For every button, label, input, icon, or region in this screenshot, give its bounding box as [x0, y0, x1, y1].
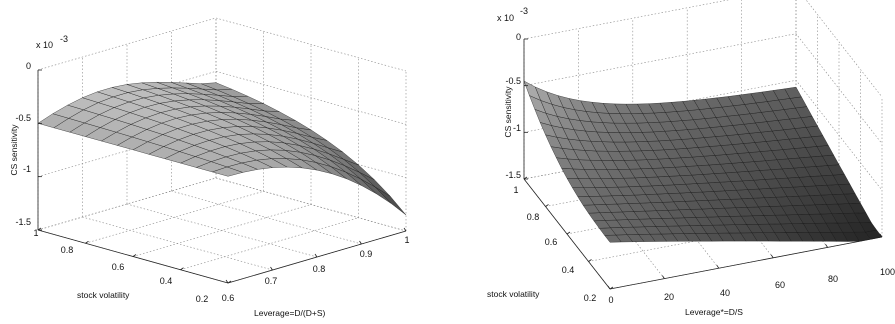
l-surface-patch — [201, 82, 232, 91]
r-gridline — [523, 33, 883, 144]
right-z-tick: -0.5 — [505, 76, 521, 86]
right-z-axis-label: CS sensitivity — [503, 86, 513, 138]
left-x-axis-label: Leverage=D/(D+S) — [254, 308, 326, 318]
r-y-tickmark — [545, 204, 549, 207]
left-y-axis-label: stock volatility — [77, 290, 130, 300]
l-gridline — [37, 17, 407, 72]
right-y-tick: 0.6 — [545, 237, 558, 247]
r-x-tickmark — [770, 254, 774, 259]
l-y-tickmark — [85, 240, 89, 244]
right-x-tick: 60 — [775, 280, 785, 290]
l-y-tickmark — [37, 227, 42, 231]
right-y-axis-label: stock volatility — [487, 289, 540, 299]
r-gridline — [588, 209, 861, 262]
right-x-tick: 40 — [720, 288, 730, 298]
l-x-tickmark — [314, 253, 318, 258]
l-gridline — [180, 217, 359, 271]
right-z-tick: 0 — [516, 32, 521, 42]
right-x-tick: 100 — [880, 267, 895, 277]
l-gridline — [85, 190, 264, 244]
left-x-tick: 0.8 — [313, 264, 326, 274]
right-y-tick: 1 — [513, 185, 518, 195]
r-y-tickmark — [523, 176, 528, 180]
r-y-tickmark — [609, 286, 614, 290]
r-axis-line — [609, 236, 883, 290]
right-y-tick: 0.4 — [562, 265, 575, 275]
right-y-tick: 0.8 — [527, 212, 540, 222]
left-y-tick: 0.6 — [112, 262, 125, 272]
r-y-tickmark — [566, 231, 571, 235]
l-x-tickmark — [270, 266, 273, 271]
r-x-tickmark — [662, 275, 665, 279]
right-axes — [523, 38, 883, 290]
l-x-tickmark — [359, 240, 362, 245]
left-x-tick: 0.7 — [265, 276, 278, 286]
l-gridline — [126, 203, 318, 258]
l-gridline — [171, 190, 362, 245]
left-y-tick: 0.2 — [196, 294, 209, 304]
l-surface-patch — [375, 186, 407, 216]
left-x-tick: 0.9 — [360, 249, 373, 259]
left-z-tick: -1.5 — [15, 217, 31, 227]
r-x-tickmark — [607, 285, 611, 290]
right-z-tick: -1 — [513, 123, 521, 133]
left-z-tick: -0.5 — [15, 113, 31, 123]
right-z-exponent-label: x 10 — [497, 13, 514, 23]
r-x-tickmark — [825, 244, 828, 248]
right-y-tick: 0.2 — [584, 293, 597, 303]
right-x-tick: 0 — [608, 295, 613, 305]
left-x-tick: 0.6 — [222, 293, 235, 303]
right-x-tick: 20 — [664, 292, 674, 302]
left-axes — [37, 69, 407, 284]
right-z-exponent-power: -3 — [520, 6, 528, 16]
r-x-tickmark — [716, 264, 720, 269]
left-z-tick: 0 — [26, 61, 31, 71]
left-z-tick: -1 — [23, 164, 31, 174]
left-x-tick: 1 — [404, 235, 409, 245]
right-x-tick: 80 — [828, 274, 838, 284]
r-y-tickmark — [588, 259, 592, 262]
right-z-tick: -1.5 — [505, 170, 521, 180]
left-z-axis-label: CS sensitivity — [9, 124, 19, 176]
l-gridline — [37, 177, 407, 232]
l-y-tickmark — [180, 267, 184, 271]
r-x-tickmark — [879, 233, 883, 238]
left-y-tick: 0.8 — [61, 245, 74, 255]
l-gridline — [132, 204, 312, 257]
l-y-tickmark — [132, 254, 137, 257]
left-surface — [37, 82, 407, 216]
left-chart: x 10 -3 0 -0.5 -1 -1.5 1 0.8 0.6 0.4 0.2… — [9, 17, 410, 318]
l-x-tickmark — [403, 227, 407, 232]
l-y-tickmark — [227, 280, 232, 284]
l-x-tickmark — [225, 279, 229, 284]
left-y-tick: 0.4 — [160, 276, 173, 286]
left-y-tick: 1 — [33, 228, 38, 238]
left-z-exponent-power: -3 — [60, 34, 68, 44]
left-z-exponent-label: x 10 — [36, 40, 53, 50]
right-x-axis-label: Leverage*=D/S — [685, 307, 743, 317]
right-surface — [523, 80, 883, 243]
right-chart: x 10 -3 0 -0.5 -1 -1.5 1 0.8 0.6 0.4 0.2… — [487, 0, 895, 317]
r-gridline — [523, 0, 883, 98]
r-surface-patch — [784, 86, 802, 99]
